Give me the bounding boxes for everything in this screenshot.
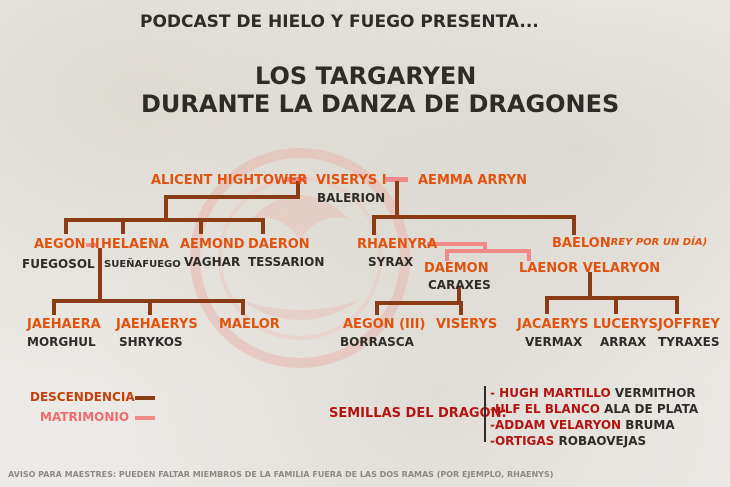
seed-item: -ADDAM VELARYON BRUMA [490,419,675,431]
person-alicent-hightower: ALICENT HIGHTOWER [151,173,308,188]
marriage-line-to-laenor [527,249,531,261]
seed-item: - HUGH MARTILLO VERMITHOR [490,387,696,399]
seed-item: -ORTIGAS ROBAOVEJAS [490,435,646,447]
dragon-tessarion: TESSARION [248,255,325,269]
person-baelon: BAELON [552,236,611,251]
descent-line [545,296,679,300]
dragon-shrykos: SHRYKOS [119,335,183,349]
dragon-suenafuego: SUEÑAFUEGO [104,259,181,270]
person-daeron: DAERON [248,237,310,252]
seed-name: -ULF EL BLANCO [490,402,600,416]
descent-line [64,218,265,222]
seeds-bracket [484,386,486,442]
presenter-line: PODCAST DE HIELO Y FUEGO PRESENTA... [140,12,539,32]
person-jaehaerys: JAEHAERYS [116,317,198,332]
person-jacaerys: JACAERYS [517,317,589,332]
legend-descent-label: DESCENDENCIA [30,390,135,404]
descent-line [199,218,203,234]
person-laenor-velaryon: LAENOR VELARYON [519,261,661,276]
descent-line [98,248,102,302]
legend-marriage-swatch [135,416,155,420]
person-aemond: AEMOND [180,237,245,252]
dragon-borrasca: BORRASCA [340,335,414,349]
dragon-arrax: ARRAX [600,335,647,349]
descent-line [395,181,399,217]
marriage-line-to-daemon [445,249,449,261]
descent-line [261,218,265,234]
person-lucerys: LUCERYS [593,317,658,332]
seeds-label: SEMILLAS DEL DRAGÓN: [329,406,507,421]
descent-line [64,218,68,234]
descent-line [121,218,125,234]
person-daemon: DAEMON [424,261,489,276]
person-aemma-arryn: AEMMA ARRYN [418,173,528,188]
person-rhaenyra: RHAENYRA [357,237,438,252]
seed-name: -ORTIGAS [490,434,555,448]
descent-line [372,215,576,219]
marriage-line-rhaenyra-a [427,242,487,246]
marriage-line-aegon-helaena [86,243,96,247]
descent-line [164,195,168,220]
title-line-1: LOS TARGARYEN [255,62,477,90]
descent-line [545,296,549,314]
marriage-line-rhaenyra-b [483,242,487,250]
descent-line [457,287,461,303]
descent-line [588,272,592,299]
person-viserys-ii: VISERYS [436,317,498,332]
baelon-note: (REY POR UN DÍA) [606,237,708,248]
dragon-morghul: MORGHUL [27,335,96,349]
descent-line [614,296,618,314]
descent-line [241,299,245,315]
person-joffrey: JOFFREY [658,317,720,332]
dragon-vaghar: VAGHAR [184,255,241,269]
person-helaena: HELAENA [101,237,169,252]
dragon-vermax: VERMAX [525,335,583,349]
seed-name: -ADDAM VELARYON [490,418,622,432]
marriage-line-rhaenyra-spouses [445,249,530,253]
seed-name: - HUGH MARTILLO [490,386,611,400]
descent-line [459,301,463,315]
seed-item: -ULF EL BLANCO ALA DE PLATA [490,403,698,415]
descent-line [52,299,56,315]
descent-line [375,301,463,305]
title-line-2: DURANTE LA DANZA DE DRAGONES [141,90,620,118]
person-aegon-iii: AEGON (III) [343,317,426,332]
marriage-line-alicent-viserys [285,177,307,182]
person-jaehaera: JAEHAERA [27,317,101,332]
person-viserys-i: VISERYS I [316,173,387,188]
person-aegon-ii: AEGON II [34,237,100,252]
descent-line [372,215,376,235]
descent-line [148,299,152,315]
descent-line [296,181,300,198]
dragon-syrax: SYRAX [368,255,414,269]
footer-note: AVISO PARA MAESTRES: PUEDEN FALTAR MIEMB… [8,470,554,479]
seed-dragon: BRUMA [625,418,675,432]
dragon-balerion: BALERION [317,191,386,205]
marriage-line-viserys-aemma [386,177,408,182]
dragon-caraxes: CARAXES [428,278,491,292]
descent-line [675,296,679,314]
dragon-tyraxes: TYRAXES [658,335,720,349]
dragon-fuegosol: FUEGOSOL [22,257,95,271]
seed-dragon: VERMITHOR [614,386,696,400]
descent-line [375,301,379,315]
seed-dragon: ALA DE PLATA [604,402,699,416]
descent-line [164,195,300,199]
person-maelor: MAELOR [219,317,280,332]
descent-line [572,215,576,235]
seed-dragon: ROBAOVEJAS [558,434,647,448]
legend-marriage-label: MATRIMONIO [40,410,130,424]
legend-descent-swatch [135,396,155,400]
